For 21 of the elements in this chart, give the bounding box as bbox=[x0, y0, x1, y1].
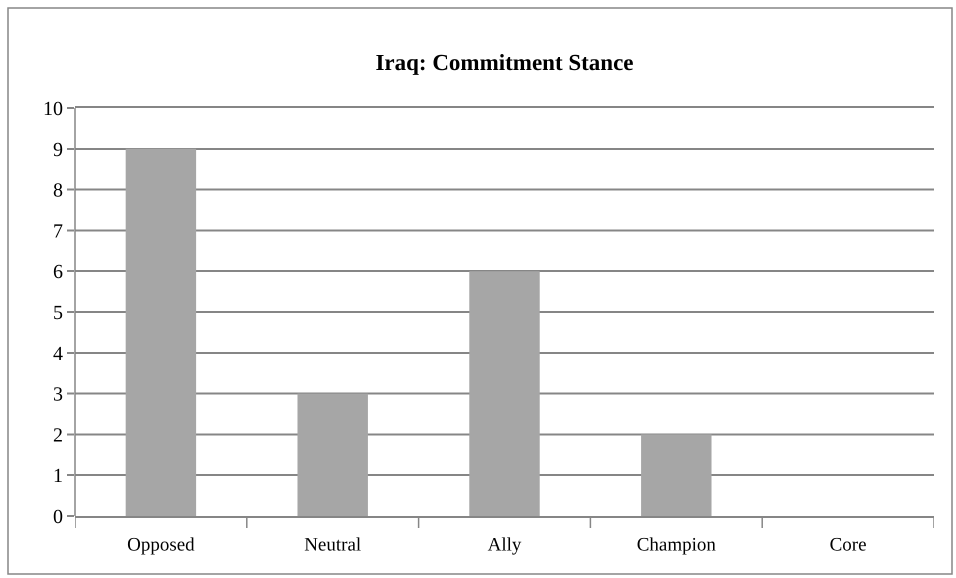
bar bbox=[126, 148, 196, 516]
x-tick-label: Champion bbox=[636, 534, 716, 556]
y-tick-label: 7 bbox=[53, 220, 63, 242]
bar bbox=[641, 434, 712, 516]
x-tick-label: Neutral bbox=[304, 534, 362, 556]
y-tick-label: 10 bbox=[43, 98, 63, 120]
y-tick-label: 2 bbox=[53, 424, 63, 446]
y-tick-label: 0 bbox=[53, 506, 63, 528]
y-tick-label: 8 bbox=[53, 180, 63, 202]
y-tick-label: 4 bbox=[53, 342, 63, 365]
x-tick-label: Core bbox=[830, 534, 867, 556]
x-tick-label: Opposed bbox=[127, 534, 196, 556]
bar bbox=[297, 394, 368, 516]
x-tick-label: Ally bbox=[488, 534, 522, 556]
y-tick-label: 3 bbox=[53, 384, 63, 406]
y-tick-label: 6 bbox=[53, 261, 63, 284]
y-tick-label: 5 bbox=[53, 302, 63, 324]
y-tick-label: 1 bbox=[53, 465, 63, 488]
y-tick-label: 9 bbox=[53, 138, 63, 161]
chart-title: Iraq: Commitment Stance bbox=[375, 50, 634, 76]
bar bbox=[469, 271, 540, 516]
